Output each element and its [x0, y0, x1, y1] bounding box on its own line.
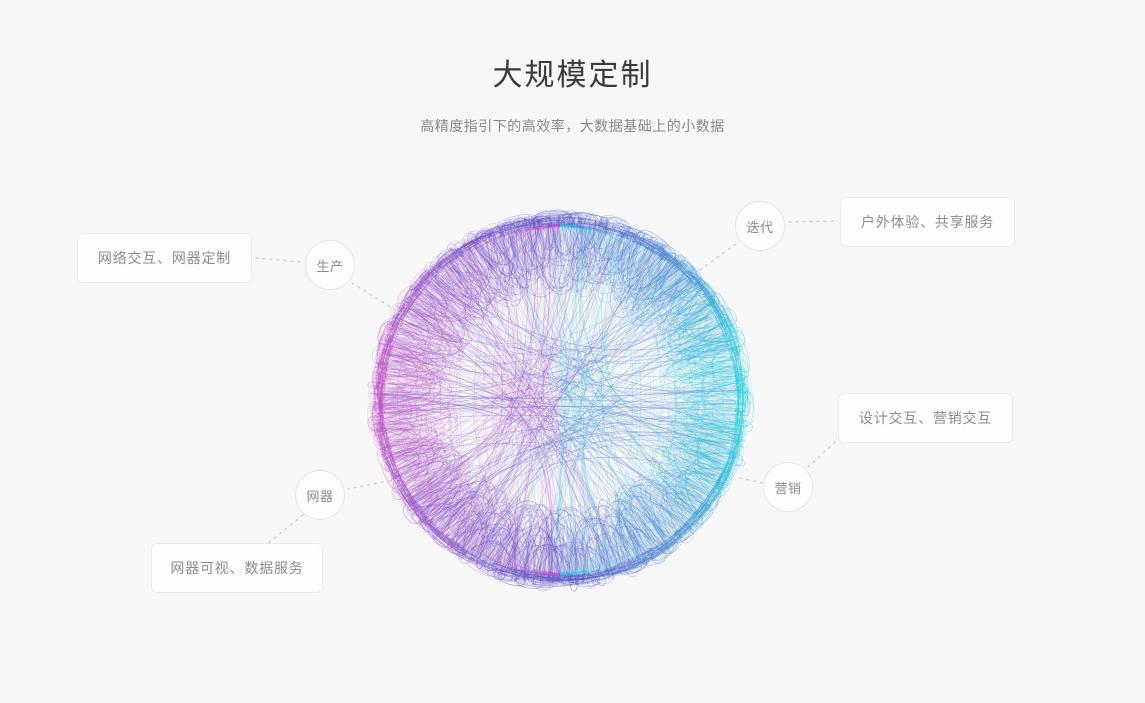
connector-iteration-to-chip-outdoor	[788, 220, 837, 223]
node-production-label: 生产	[316, 258, 344, 274]
connector-chip-net-to-production	[255, 257, 302, 263]
chip-device-data-label: 网器可视、数据服务	[170, 560, 304, 576]
node-device-label: 网器	[306, 488, 334, 504]
chip-device-data[interactable]: 网器可视、数据服务	[151, 543, 323, 593]
chip-network-custom-label: 网络交互、网器定制	[97, 250, 232, 266]
chip-network-custom[interactable]: 网络交互、网器定制	[77, 233, 252, 283]
hedge-sphere-svg	[367, 209, 755, 592]
node-marketing[interactable]: 营销	[763, 462, 813, 512]
node-iteration[interactable]: 迭代	[735, 201, 785, 251]
page-title: 大规模定制	[492, 59, 653, 92]
chip-outdoor-service[interactable]: 户外体验、共享服务	[840, 197, 1015, 247]
hedge-sphere-visualization	[345, 190, 775, 610]
chip-outdoor-service-label: 户外体验、共享服务	[860, 214, 995, 230]
node-marketing-label: 营销	[774, 480, 802, 496]
page-subtitle: 高精度指引下的高效率，大数据基础上的小数据	[420, 118, 725, 134]
node-production[interactable]: 生产	[305, 240, 355, 290]
chip-design-market[interactable]: 设计交互、营销交互	[838, 393, 1013, 443]
node-iteration-label: 迭代	[746, 219, 774, 235]
node-device[interactable]: 网器	[295, 470, 345, 520]
chip-design-market-label: 设计交互、营销交互	[858, 410, 993, 426]
connector-device-to-chip-netvis	[265, 514, 304, 546]
